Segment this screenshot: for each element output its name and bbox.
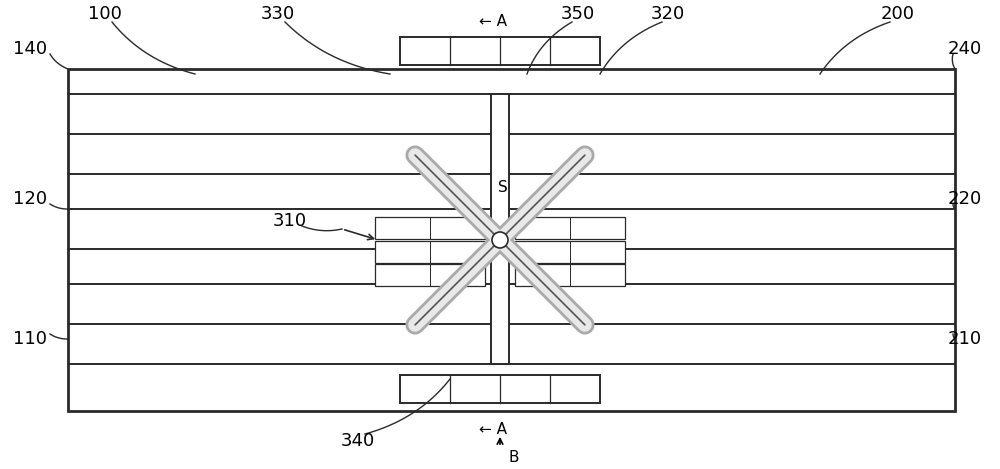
Bar: [375, 217, 485, 239]
Text: 240: 240: [948, 40, 982, 58]
Bar: [400, 37, 600, 65]
Text: ← A: ← A: [479, 422, 507, 437]
Text: 350: 350: [561, 5, 595, 23]
Bar: [375, 241, 485, 263]
Text: 200: 200: [881, 5, 915, 23]
Text: 100: 100: [88, 5, 122, 23]
Text: 330: 330: [261, 5, 295, 23]
Text: 310: 310: [273, 212, 307, 230]
Bar: [491, 94, 509, 364]
Text: 110: 110: [13, 330, 47, 348]
Bar: [400, 375, 600, 403]
Bar: [68, 69, 955, 411]
Bar: [515, 264, 625, 286]
Text: 120: 120: [13, 190, 47, 208]
Text: B: B: [509, 449, 519, 464]
Text: 320: 320: [651, 5, 685, 23]
Circle shape: [492, 232, 508, 248]
Text: 140: 140: [13, 40, 47, 58]
Text: S: S: [498, 180, 508, 195]
Text: 220: 220: [948, 190, 982, 208]
Bar: [515, 241, 625, 263]
Text: 210: 210: [948, 330, 982, 348]
Bar: [375, 264, 485, 286]
Text: ← A: ← A: [479, 14, 507, 29]
Bar: [515, 217, 625, 239]
Text: 340: 340: [341, 432, 375, 450]
